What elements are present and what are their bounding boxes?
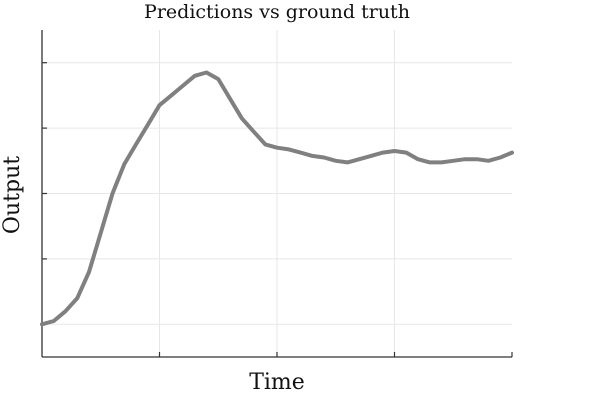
ticks xyxy=(42,62,513,357)
grid xyxy=(42,30,512,357)
series-line xyxy=(40,70,514,327)
y-axis-label: Output xyxy=(0,156,25,234)
chart-title: Predictions vs ground truth xyxy=(144,1,410,23)
x-axis-label: Time xyxy=(249,370,305,395)
